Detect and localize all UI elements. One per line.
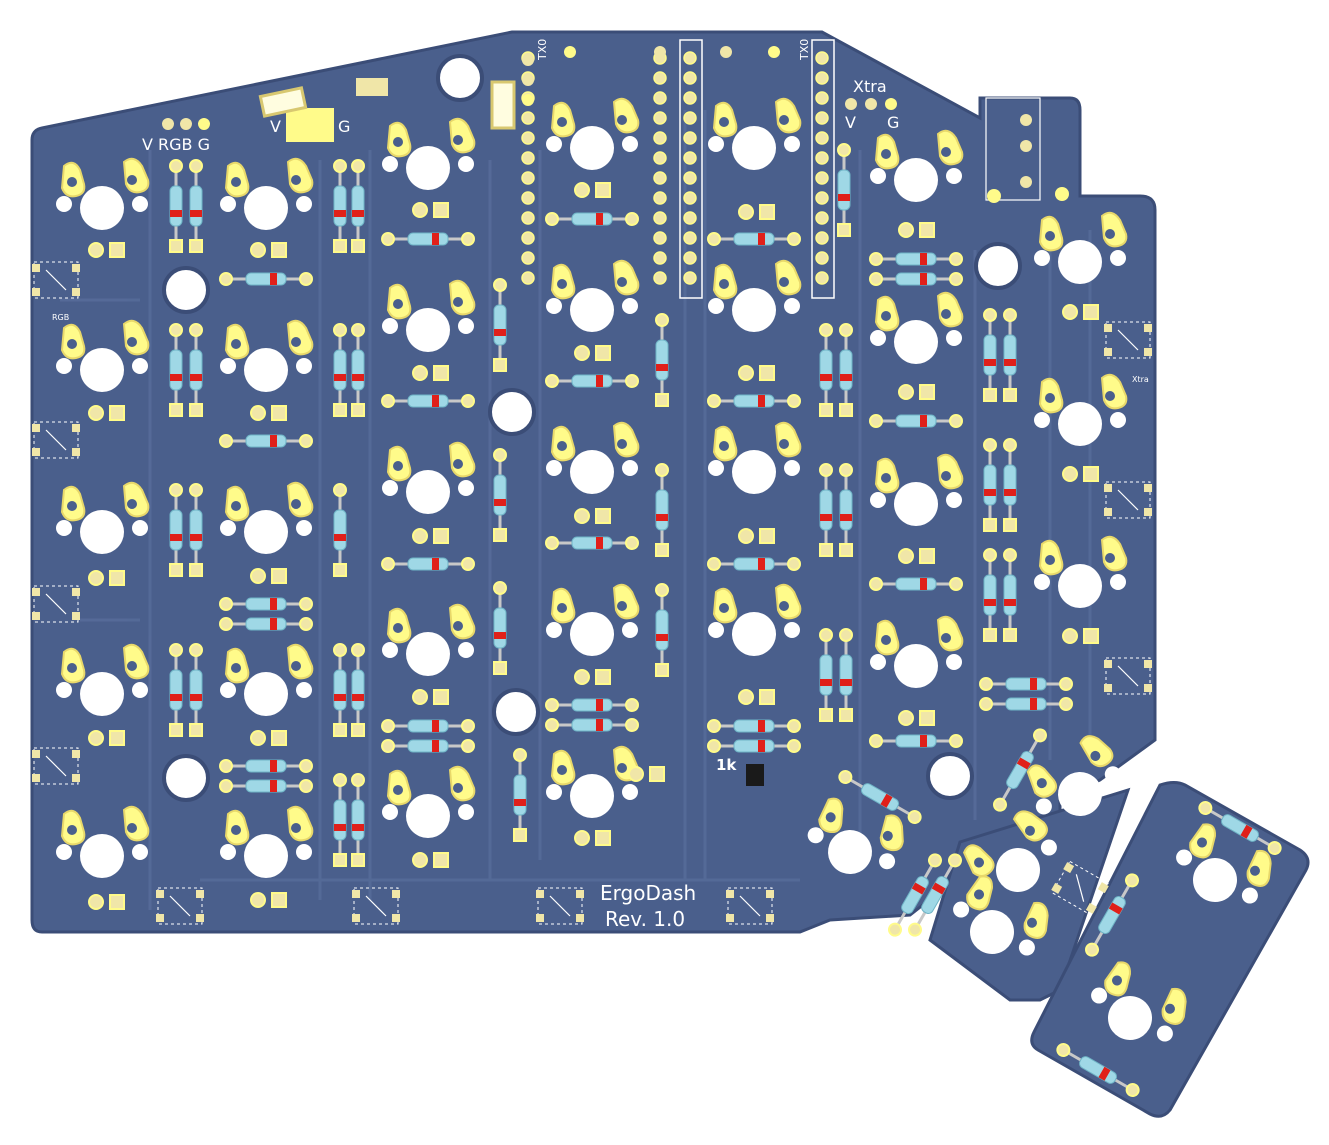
header-pin — [815, 151, 829, 165]
header-pin — [815, 211, 829, 225]
header-pin — [683, 211, 697, 225]
header-pin — [653, 111, 667, 125]
header-pin — [815, 91, 829, 105]
header-pin — [683, 151, 697, 165]
header-pin — [815, 51, 829, 65]
header-pin — [683, 131, 697, 145]
header-pin — [683, 171, 697, 185]
header-pin — [521, 171, 535, 185]
header-pin — [653, 151, 667, 165]
header-pin — [683, 71, 697, 85]
header-pin — [521, 191, 535, 205]
thumb-board-2 — [1030, 781, 1310, 1118]
header-pin — [815, 111, 829, 125]
xtra-header-pads — [845, 98, 897, 110]
led-g-label: G — [338, 117, 350, 136]
pro-micro-left — [679, 39, 703, 299]
header-pin — [683, 91, 697, 105]
header-pin — [683, 271, 697, 285]
header-pin — [683, 231, 697, 245]
header-pins — [521, 51, 829, 285]
header-pin — [521, 131, 535, 145]
rgb-label: V RGB G — [142, 135, 210, 154]
header-pin — [653, 211, 667, 225]
header-pin — [653, 71, 667, 85]
xtra-label: Xtra — [853, 77, 887, 96]
header-pin — [815, 71, 829, 85]
rgb-header-pads — [162, 78, 388, 142]
board-revision: Rev. 1.0 — [605, 907, 685, 931]
header-pin — [653, 191, 667, 205]
header-pin — [653, 171, 667, 185]
header-pin — [683, 251, 697, 265]
header-pin — [653, 251, 667, 265]
header-pin — [683, 111, 697, 125]
header-pin — [521, 251, 535, 265]
header-pin — [653, 91, 667, 105]
traces — [60, 110, 1092, 910]
resistor-label: 1k — [716, 756, 737, 774]
header-pin — [683, 51, 697, 65]
header-pin — [815, 271, 829, 285]
header-pin — [815, 231, 829, 245]
board-title: ErgoDash — [600, 881, 696, 905]
header-pin — [815, 251, 829, 265]
header-pin — [521, 271, 535, 285]
header-pin — [521, 231, 535, 245]
xtra-small-label: Xtra — [1132, 375, 1149, 384]
xtra-g-label: G — [887, 113, 899, 132]
header-pin — [815, 171, 829, 185]
header-pin — [653, 131, 667, 145]
header-pin — [815, 131, 829, 145]
tx0-right-label: TX0 — [798, 39, 811, 61]
header-pin — [521, 111, 535, 125]
pro-micro-right — [811, 39, 835, 299]
header-pin — [653, 271, 667, 285]
mounting-holes — [162, 54, 1022, 802]
header-pin — [683, 191, 697, 205]
led-v-label: V — [270, 117, 281, 136]
rgb-small-label: RGB — [52, 313, 69, 322]
small-transistor — [746, 764, 764, 786]
tx0-left-label: TX0 — [536, 39, 549, 61]
header-pin — [521, 211, 535, 225]
xtra-v-label: V — [845, 113, 856, 132]
trrs-jack — [985, 97, 1069, 203]
header-pin — [815, 191, 829, 205]
tx0-pads — [490, 46, 780, 130]
header-pin — [653, 231, 667, 245]
header-pin — [521, 151, 535, 165]
